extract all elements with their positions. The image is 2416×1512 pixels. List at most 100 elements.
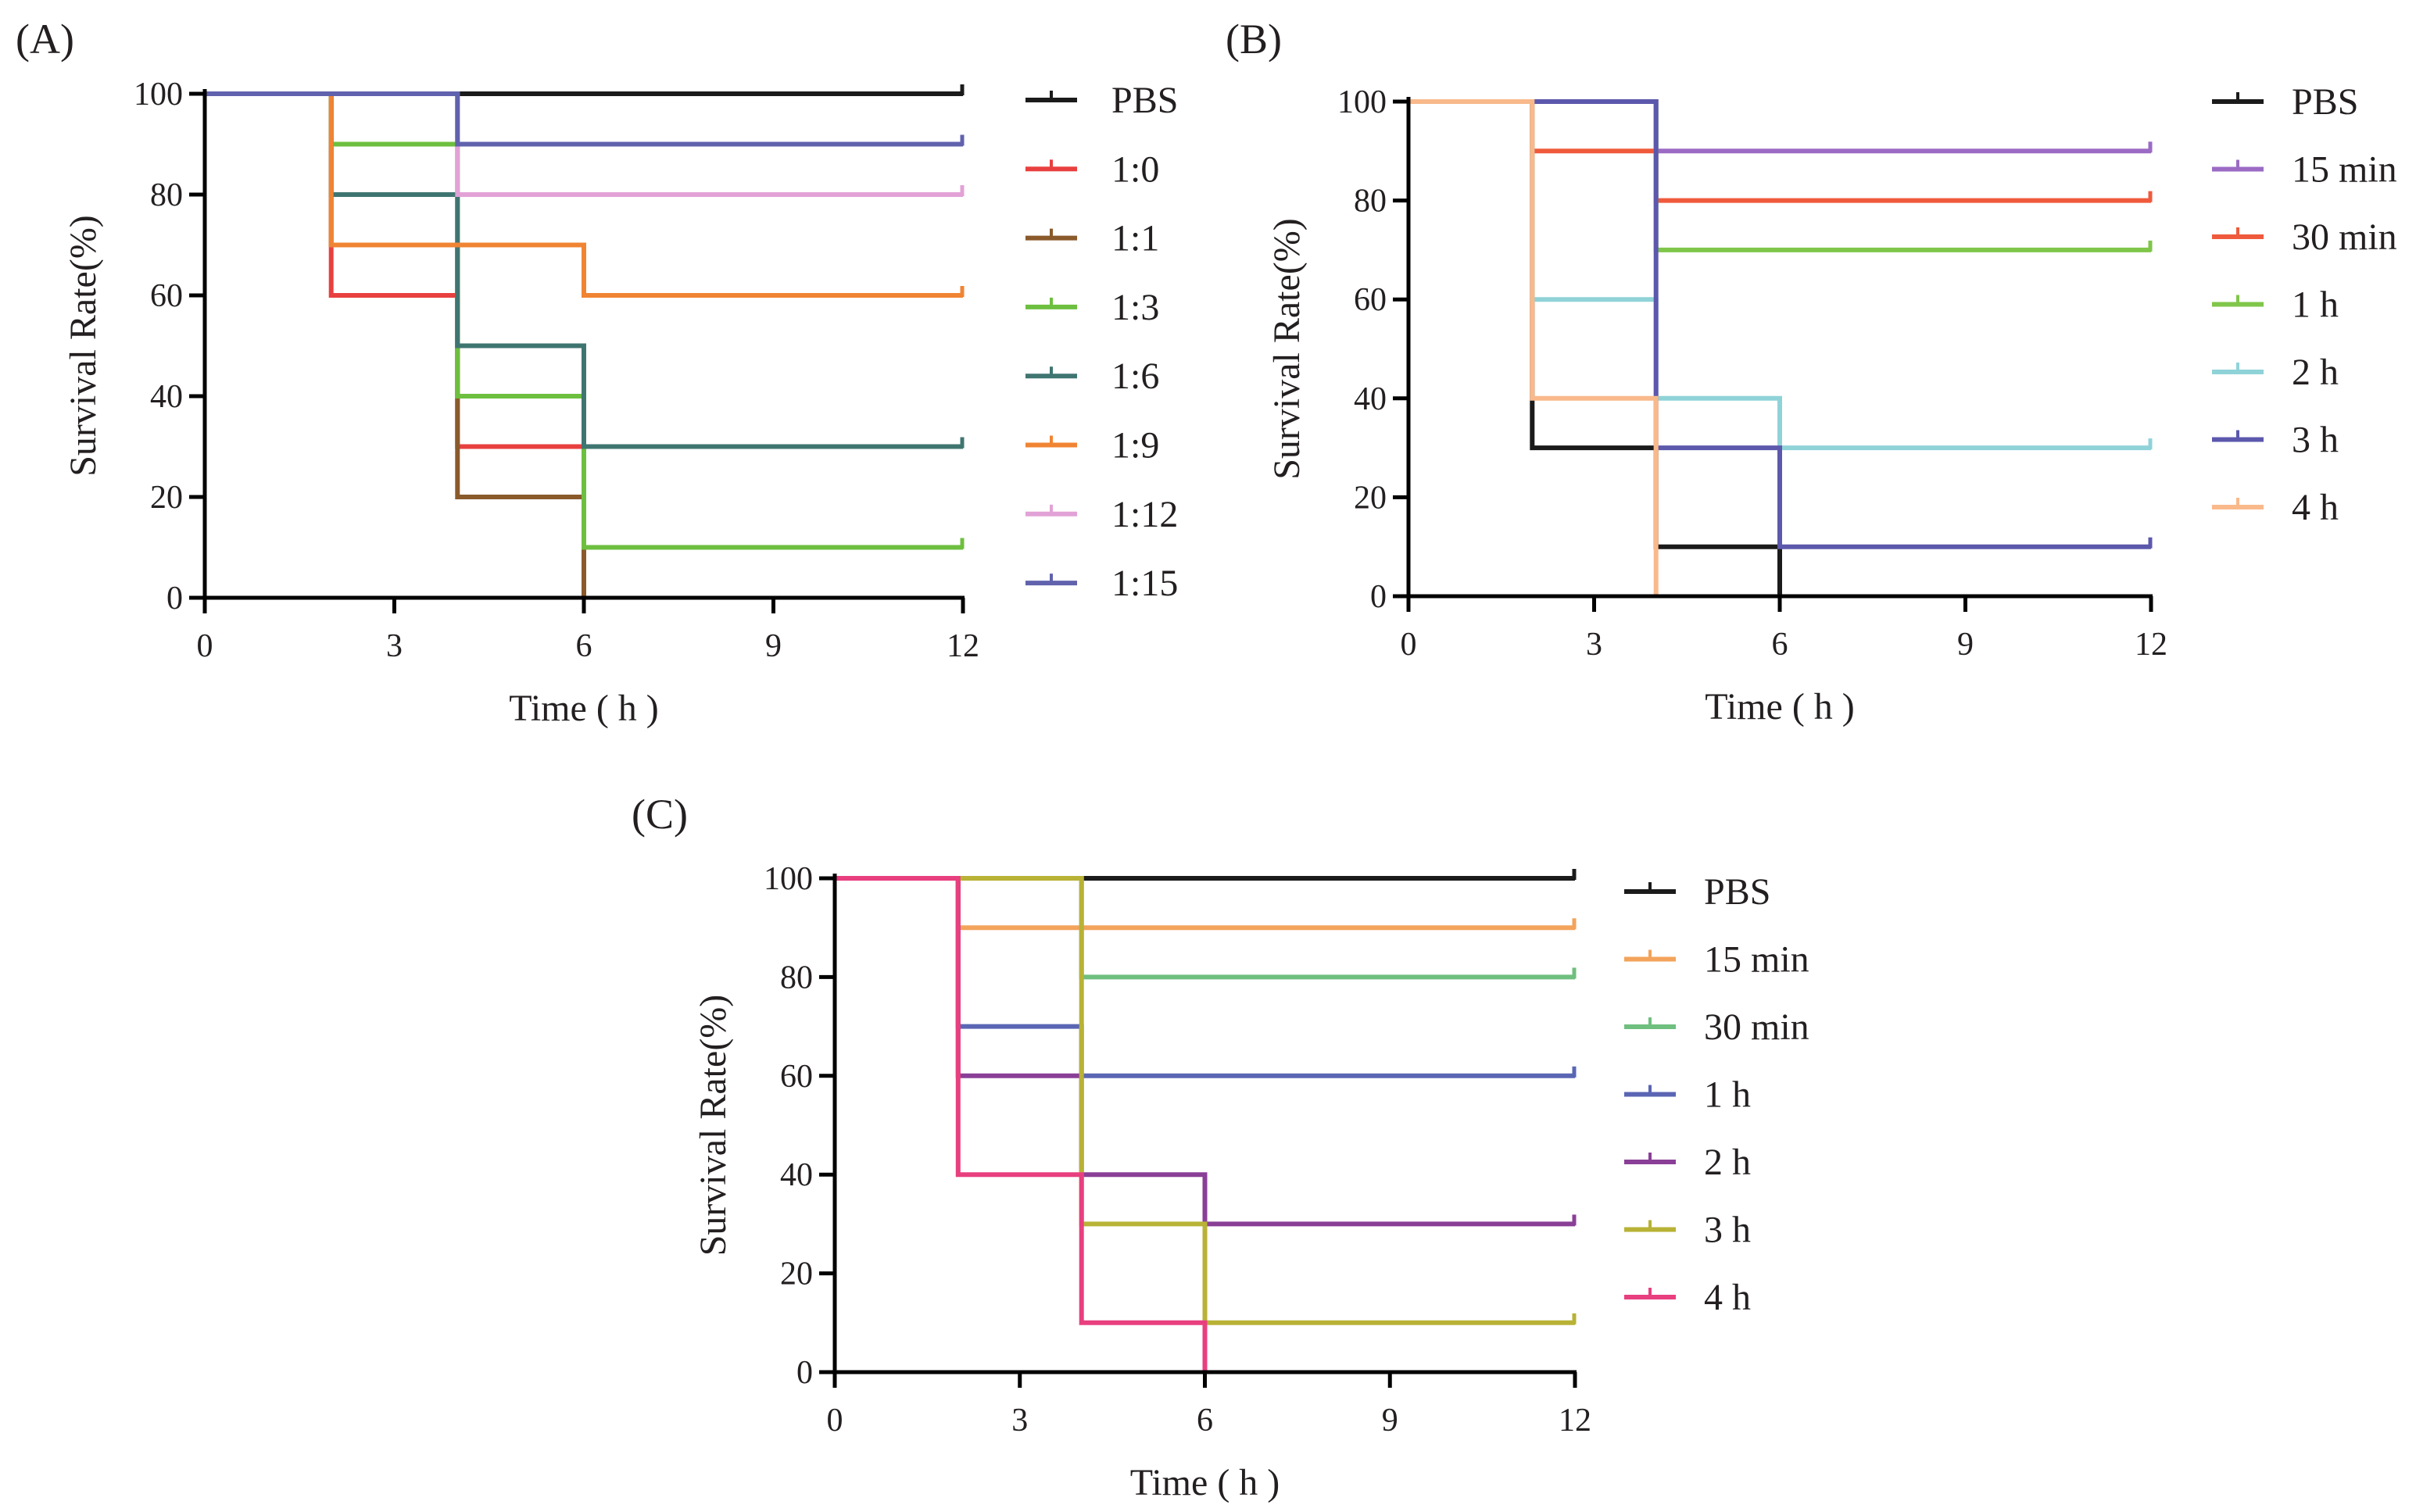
legend-label: 1 h xyxy=(1704,1074,1751,1116)
x-tick-label: 0 xyxy=(827,1403,843,1439)
legend-label: 1:15 xyxy=(1111,563,1178,604)
legend-label: 1:12 xyxy=(1111,494,1178,535)
panel-label: (B) xyxy=(1226,16,1282,63)
x-tick-label: 6 xyxy=(1772,627,1788,663)
series-line-4 xyxy=(1408,99,2151,451)
x-tick-label: 3 xyxy=(1586,627,1602,663)
legend-item: 1:6 xyxy=(1025,356,1159,397)
series-line-5 xyxy=(835,876,1575,1325)
x-axis-title: Time ( h ) xyxy=(1130,1462,1280,1503)
legend-label: 3 h xyxy=(2292,420,2339,461)
x-tick-label: 6 xyxy=(576,628,592,664)
panel-label: (C) xyxy=(632,791,688,838)
x-axis-title: Time ( h ) xyxy=(1705,686,1855,727)
legend-item: 1:1 xyxy=(1025,218,1159,259)
legend-label: 15 min xyxy=(2292,149,2397,191)
chart-panel-0: (A) 0 3 6 9 12 0 20 40 60 80 100 Time ( h ) Survival … xyxy=(16,16,1178,729)
x-tick-label: 12 xyxy=(1559,1403,1591,1439)
series-line-1 xyxy=(835,876,1575,931)
series-line-4 xyxy=(835,876,1575,1227)
y-tick-label: 40 xyxy=(1354,381,1387,417)
series-line-1 xyxy=(1408,99,2151,154)
legend-item: 1:3 xyxy=(1025,287,1159,328)
x-tick-label: 12 xyxy=(947,628,979,664)
y-tick-label: 0 xyxy=(796,1355,813,1391)
chart-panel-1: (B) 0 3 6 9 12 0 20 40 60 80 100 Time ( h ) Survival … xyxy=(1226,16,2397,727)
legend-item: 1:9 xyxy=(1025,425,1159,466)
legend-item: 15 min xyxy=(1624,939,1809,981)
legend-item: 30 min xyxy=(1624,1006,1809,1048)
y-tick-label: 60 xyxy=(780,1059,813,1095)
legend-item: 15 min xyxy=(2212,149,2397,191)
y-tick-label: 100 xyxy=(764,861,813,897)
legend-label: 4 h xyxy=(2292,487,2339,528)
legend-label: 1:1 xyxy=(1111,218,1159,259)
y-tick-label: 40 xyxy=(150,379,183,415)
x-tick-label: 9 xyxy=(765,628,782,664)
x-tick-label: 0 xyxy=(1401,627,1417,663)
legend-item: 4 h xyxy=(2212,487,2339,528)
series-line-6 xyxy=(835,876,1208,1372)
series-line-3 xyxy=(1408,99,2151,252)
legend-label: PBS xyxy=(1111,80,1178,121)
x-tick-label: 9 xyxy=(1957,627,1974,663)
legend-label: 1:0 xyxy=(1111,148,1159,190)
y-tick-label: 80 xyxy=(1354,184,1387,220)
legend-item: 1:12 xyxy=(1025,494,1178,535)
legend-label: 2 h xyxy=(1704,1142,1751,1183)
x-tick-label: 6 xyxy=(1197,1403,1213,1439)
y-tick-label: 20 xyxy=(780,1256,813,1292)
legend-item: PBS xyxy=(2212,81,2358,123)
y-tick-label: 80 xyxy=(780,960,813,995)
legend-item: 4 h xyxy=(1624,1277,1751,1318)
legend-label: 1:3 xyxy=(1111,287,1159,328)
x-tick-label: 9 xyxy=(1382,1403,1398,1439)
series-line-6 xyxy=(1408,99,1659,596)
legend-label: PBS xyxy=(1704,871,1770,913)
chart-panel-2: (C) 0 3 6 9 12 0 20 40 60 80 100 Time ( h ) Survival … xyxy=(632,791,1809,1503)
y-tick-label: 80 xyxy=(150,177,183,213)
legend-label: 3 h xyxy=(1704,1210,1751,1251)
legend-item: 1:0 xyxy=(1025,148,1159,190)
y-tick-label: 60 xyxy=(150,278,183,314)
x-tick-label: 12 xyxy=(2135,627,2167,663)
legend-item: 1 h xyxy=(1624,1074,1751,1116)
y-tick-label: 60 xyxy=(1354,282,1387,318)
series-line-0 xyxy=(1408,99,1782,596)
legend-label: 2 h xyxy=(2292,352,2339,393)
y-tick-label: 0 xyxy=(166,581,183,617)
legend-item: 2 h xyxy=(2212,352,2339,393)
y-tick-label: 100 xyxy=(134,77,183,113)
legend-label: 30 min xyxy=(1704,1006,1809,1048)
y-tick-label: 20 xyxy=(1354,480,1387,516)
legend-item: PBS xyxy=(1624,871,1770,913)
legend-item: 30 min xyxy=(2212,216,2397,258)
x-axis-title: Time ( h ) xyxy=(509,688,659,729)
series-line-7 xyxy=(205,91,963,147)
legend-label: 1 h xyxy=(2292,284,2339,326)
x-tick-label: 0 xyxy=(197,628,213,664)
y-tick-label: 40 xyxy=(780,1157,813,1193)
y-tick-label: 20 xyxy=(150,480,183,516)
y-axis-title: Survival Rate(%) xyxy=(63,215,104,477)
y-tick-label: 0 xyxy=(1370,579,1387,615)
legend-label: 4 h xyxy=(1704,1277,1751,1318)
legend-label: PBS xyxy=(2292,81,2358,123)
y-axis-title: Survival Rate(%) xyxy=(1266,218,1308,480)
legend-item: PBS xyxy=(1025,80,1178,121)
legend-label: 15 min xyxy=(1704,939,1809,981)
y-axis-title: Survival Rate(%) xyxy=(693,995,734,1256)
panel-label: (A) xyxy=(16,16,74,63)
series-line-5 xyxy=(1408,99,2151,549)
x-tick-label: 3 xyxy=(386,628,403,664)
legend-label: 30 min xyxy=(2292,216,2397,258)
legend-item: 2 h xyxy=(1624,1142,1751,1183)
y-tick-label: 100 xyxy=(1337,84,1387,120)
x-tick-label: 3 xyxy=(1011,1403,1028,1439)
legend-label: 1:9 xyxy=(1111,425,1159,466)
legend-item: 3 h xyxy=(2212,420,2339,461)
legend-label: 1:6 xyxy=(1111,356,1159,397)
series-line-3 xyxy=(205,91,963,550)
legend-item: 3 h xyxy=(1624,1210,1751,1251)
